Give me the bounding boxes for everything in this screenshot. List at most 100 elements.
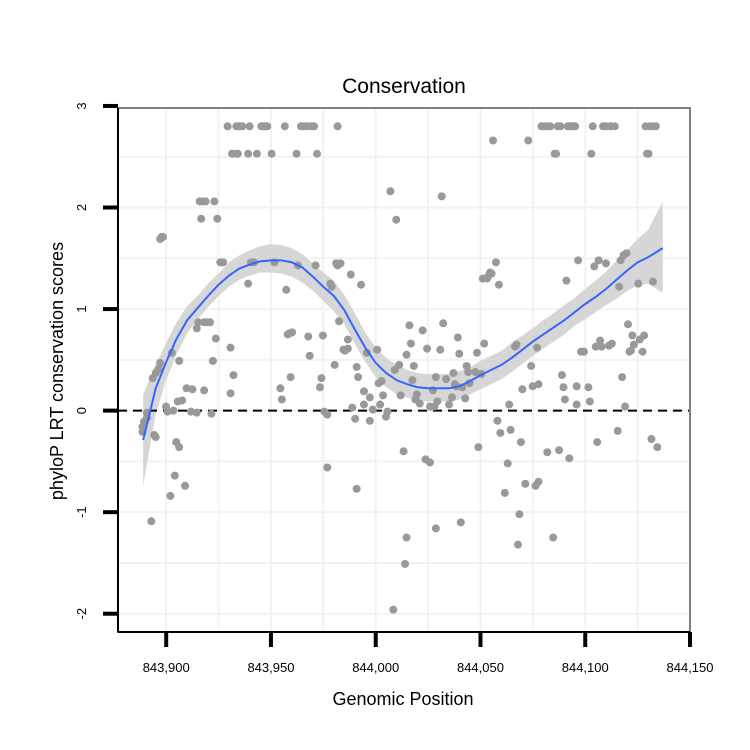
x-tick-label: 844,000 <box>352 660 399 675</box>
data-point <box>559 383 568 392</box>
x-axis-label: Genomic Position <box>332 689 473 709</box>
data-point <box>496 428 505 437</box>
data-point <box>593 438 602 447</box>
y-axis-label: phyloP LRT conservation scores <box>47 242 67 500</box>
data-point <box>621 402 630 411</box>
data-point <box>147 517 156 526</box>
data-point <box>647 435 656 444</box>
data-point <box>456 518 465 527</box>
data-point <box>335 317 344 326</box>
data-point <box>549 533 558 542</box>
data-point <box>280 122 289 131</box>
smooth-curve <box>142 247 664 441</box>
data-point <box>333 122 342 131</box>
y-tick-label: -1 <box>74 506 89 518</box>
data-point <box>352 484 361 493</box>
data-point <box>192 408 201 417</box>
data-point <box>527 361 536 370</box>
data-point <box>591 342 600 351</box>
data-point <box>588 122 597 131</box>
data-point <box>425 458 434 467</box>
data-point <box>555 446 564 455</box>
data-point <box>244 279 253 288</box>
data-point <box>584 383 593 392</box>
data-point <box>512 340 521 349</box>
data-point <box>597 342 606 351</box>
data-point <box>263 122 272 131</box>
data-point <box>288 328 297 337</box>
data-point <box>552 149 561 158</box>
data-point <box>151 433 160 442</box>
data-point <box>651 122 660 131</box>
data-point <box>461 394 470 403</box>
data-point <box>513 540 522 549</box>
data-point <box>392 215 401 224</box>
data-point <box>365 393 374 402</box>
data-point <box>455 349 464 358</box>
data-point <box>310 122 319 131</box>
data-point <box>315 383 324 392</box>
data-point <box>436 345 445 354</box>
data-point <box>386 187 395 196</box>
data-point <box>229 371 238 380</box>
data-point <box>373 345 382 354</box>
data-point <box>412 390 421 399</box>
data-point <box>562 276 571 285</box>
data-point <box>607 339 616 348</box>
data-point <box>154 364 163 373</box>
data-point <box>277 395 286 404</box>
data-point <box>181 481 190 490</box>
data-point <box>587 149 596 158</box>
data-point <box>368 405 377 414</box>
data-point <box>472 348 481 357</box>
data-point <box>640 331 649 340</box>
data-point <box>408 376 417 385</box>
data-point <box>402 533 411 542</box>
data-point <box>415 399 424 408</box>
data-point <box>194 318 203 327</box>
data-point <box>245 122 254 131</box>
confidence-band <box>143 201 663 486</box>
data-point <box>359 400 368 409</box>
data-point <box>226 389 235 398</box>
data-point <box>175 443 184 452</box>
data-point <box>267 149 276 158</box>
data-point <box>178 396 187 405</box>
data-point <box>442 375 451 384</box>
x-tick-label: 843,950 <box>247 660 294 675</box>
data-point <box>409 361 418 370</box>
y-tick-label: 0 <box>74 407 89 414</box>
data-point <box>200 386 209 395</box>
data-point <box>197 214 206 223</box>
data-point <box>402 350 411 359</box>
data-point <box>480 339 489 348</box>
data-point <box>211 334 220 343</box>
data-point <box>574 256 583 265</box>
data-point <box>359 387 368 396</box>
data-point <box>317 374 326 383</box>
data-point <box>223 122 232 131</box>
data-point <box>601 259 610 268</box>
data-point <box>433 397 442 406</box>
data-point <box>613 426 622 435</box>
data-point <box>453 333 462 342</box>
data-point <box>431 373 440 382</box>
data-point <box>594 256 603 265</box>
data-point <box>406 339 415 348</box>
data-point <box>336 259 345 268</box>
data-point <box>634 279 643 288</box>
data-point <box>323 410 332 419</box>
data-point <box>516 438 525 447</box>
data-point <box>518 385 527 394</box>
y-tick-label: 1 <box>74 305 89 312</box>
data-point <box>395 360 404 369</box>
data-point <box>405 321 414 330</box>
data-point <box>629 340 638 349</box>
data-point <box>159 232 168 241</box>
data-point <box>653 443 662 452</box>
data-point <box>343 335 352 344</box>
data-point <box>628 331 637 340</box>
data-point <box>399 447 408 456</box>
data-point <box>648 277 657 286</box>
